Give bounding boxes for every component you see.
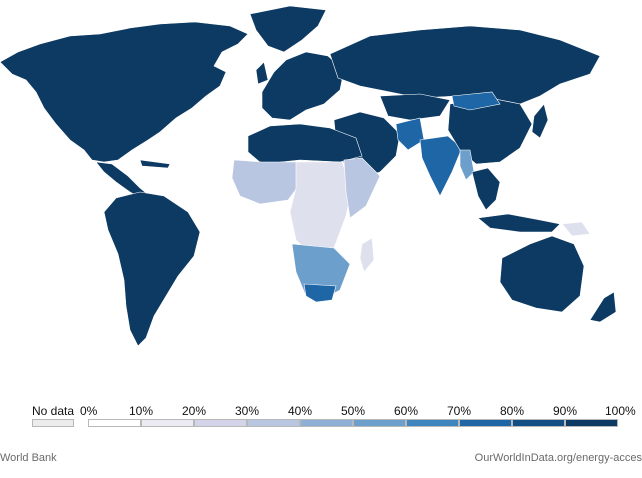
region-india[interactable] <box>419 135 463 197</box>
region-japan[interactable] <box>531 103 549 139</box>
legend-tick-label: 10% <box>129 404 154 418</box>
legend-swatch-1 <box>141 419 194 427</box>
legend-end-label: 100% <box>605 404 636 418</box>
region-uk[interactable] <box>255 61 269 85</box>
legend-swatch-7 <box>459 419 512 427</box>
world-map <box>0 5 617 347</box>
legend-tick-label: 20% <box>182 404 207 418</box>
legend-swatch-0 <box>88 419 141 427</box>
source-url[interactable]: OurWorldInData.org/energy-acces <box>474 452 642 464</box>
region-mongolia[interactable] <box>451 91 501 111</box>
region-horn-of-africa[interactable] <box>343 157 381 219</box>
legend-swatch-2 <box>194 419 247 427</box>
region-madagascar[interactable] <box>359 237 375 273</box>
region-myanmar[interactable] <box>459 149 475 181</box>
region-central-asia[interactable] <box>379 93 451 121</box>
legend-tick-label: 90% <box>553 404 578 418</box>
legend-swatch-4 <box>300 419 353 427</box>
region-north-africa[interactable] <box>247 123 363 165</box>
region-new-zealand[interactable] <box>589 291 617 323</box>
legend-swatch-8 <box>512 419 565 427</box>
region-southeast-asia[interactable] <box>471 167 501 211</box>
region-north-america[interactable] <box>0 21 249 163</box>
legend-swatch-3 <box>247 419 300 427</box>
legend: No data 0% 10% 20% 30% 40% 50% 60% 70% 80% 90% 10… <box>0 398 642 438</box>
legend-tick-label: 70% <box>447 404 472 418</box>
region-russia[interactable] <box>329 25 601 105</box>
region-papua-new-guinea[interactable] <box>561 221 591 237</box>
region-australia[interactable] <box>499 235 585 313</box>
legend-swatch-9 <box>565 419 618 427</box>
legend-swatch-6 <box>406 419 459 427</box>
region-afghanistan-pakistan[interactable] <box>395 117 425 151</box>
region-south-america[interactable] <box>103 191 201 347</box>
region-west-africa[interactable] <box>231 159 301 205</box>
region-europe[interactable] <box>261 51 345 121</box>
legend-no-data-label: No data <box>32 404 75 418</box>
legend-tick-label: 0% <box>80 404 98 418</box>
legend-tick-label: 40% <box>288 404 313 418</box>
legend-tick-label: 30% <box>235 404 260 418</box>
region-caribbean[interactable] <box>139 159 171 169</box>
legend-tick-label: 80% <box>500 404 525 418</box>
region-central-africa[interactable] <box>289 161 353 257</box>
region-indonesia[interactable] <box>477 213 561 233</box>
source-text: World Bank <box>0 452 57 464</box>
legend-no-data-swatch <box>32 419 74 427</box>
region-china[interactable] <box>447 97 533 165</box>
legend-tick-label: 50% <box>341 404 366 418</box>
legend-tick-label: 60% <box>394 404 419 418</box>
region-greenland[interactable] <box>249 5 327 53</box>
legend-swatch-5 <box>353 419 406 427</box>
region-south-africa[interactable] <box>303 283 337 303</box>
